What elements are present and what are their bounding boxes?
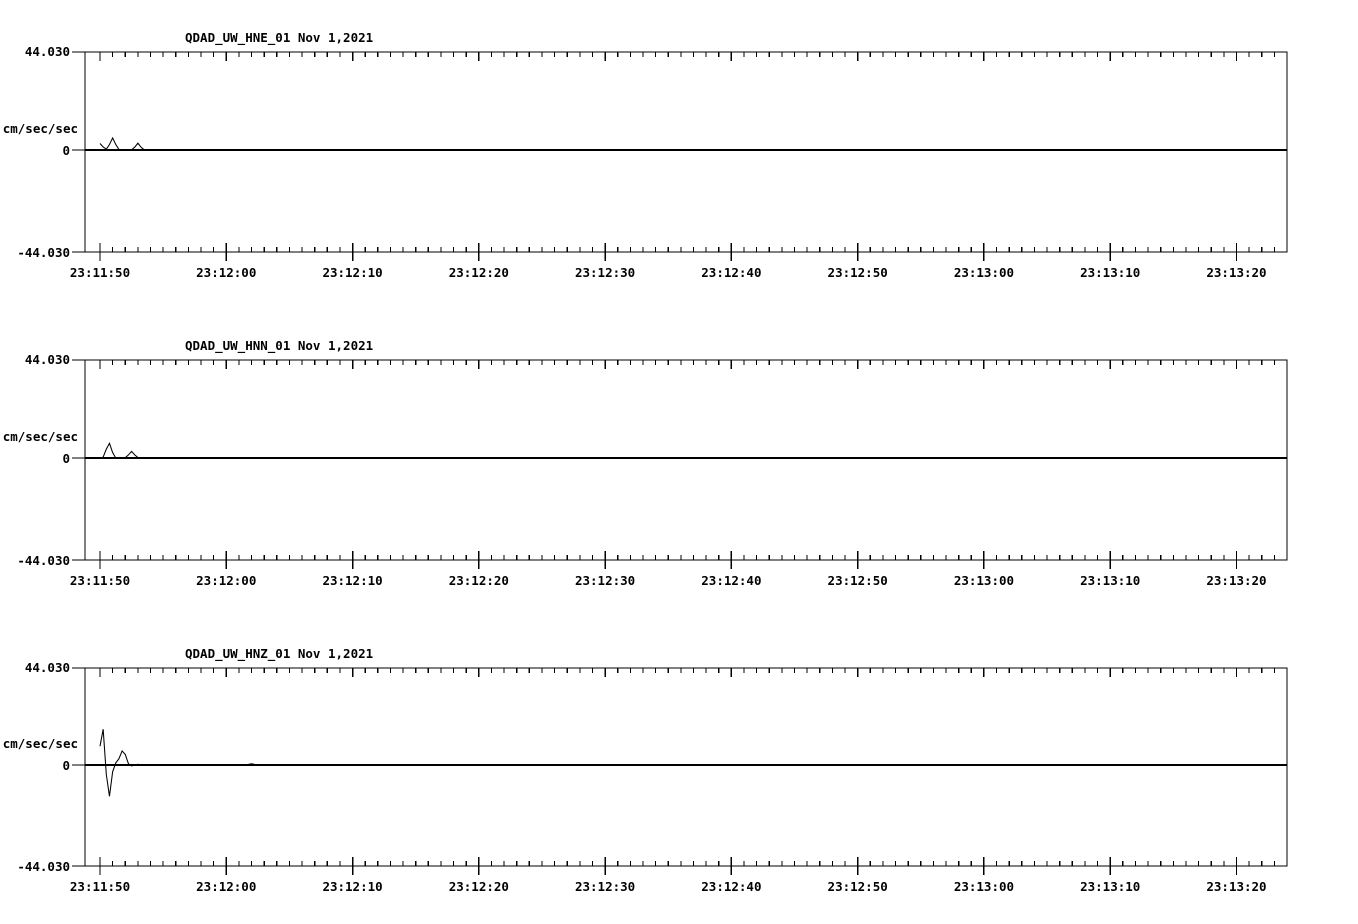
plot-frame (84, 667, 1288, 867)
plot-frame (84, 359, 1288, 561)
plot-frame (84, 51, 1288, 253)
x-axis-tick-label: 23:12:30 (575, 265, 635, 280)
y-axis-unit-label: cm/sec/sec (3, 429, 78, 444)
y-axis-ticks (72, 51, 85, 253)
y-axis-max-label: 44.030 (25, 352, 70, 367)
x-axis-tick-label: 23:12:10 (322, 573, 382, 588)
x-axis-tick-label: 23:12:40 (701, 879, 761, 894)
waveform-trace (99, 441, 1288, 459)
x-axis-tick-label: 23:12:30 (575, 573, 635, 588)
y-axis-ticks (72, 359, 85, 561)
axis-ticks (99, 360, 1288, 569)
y-axis-min-label: -44.030 (17, 553, 70, 568)
y-axis-min-label: -44.030 (17, 859, 70, 874)
x-axis-tick-label: 23:13:10 (1080, 573, 1140, 588)
x-axis-tick-label: 23:12:20 (449, 265, 509, 280)
x-axis-tick-label: 23:13:00 (954, 265, 1014, 280)
y-axis-unit-label: cm/sec/sec (3, 121, 78, 136)
x-axis-tick-label: 23:12:20 (449, 573, 509, 588)
x-axis-tick-label: 23:13:00 (954, 573, 1014, 588)
x-axis-tick-label: 23:12:00 (196, 573, 256, 588)
x-axis-tick-label: 23:12:00 (196, 265, 256, 280)
waveform-trace (99, 136, 1288, 152)
x-axis-tick-label: 23:12:20 (449, 879, 509, 894)
y-axis-ticks (72, 667, 85, 867)
x-axis-tick-label: 23:13:20 (1206, 879, 1266, 894)
x-axis-tick-label: 23:12:40 (701, 573, 761, 588)
x-axis-tick-label: 23:13:20 (1206, 573, 1266, 588)
x-axis-tick-label: 23:11:50 (70, 573, 130, 588)
x-axis-tick-label: 23:13:20 (1206, 265, 1266, 280)
panel-title: QDAD_UW_HNE_01 Nov 1,2021 (185, 30, 373, 46)
seismogram-panel: QDAD_UW_HNZ_01 Nov 1,2021 44.030 cm/sec/se… (0, 644, 1358, 900)
y-axis-zero-label: 0 (62, 758, 70, 773)
x-axis-tick-label: 23:12:40 (701, 265, 761, 280)
x-axis-tick-label: 23:13:00 (954, 879, 1014, 894)
y-axis-min-label: -44.030 (17, 245, 70, 260)
x-axis-tick-label: 23:12:50 (828, 265, 888, 280)
x-axis-tick-label: 23:11:50 (70, 265, 130, 280)
x-axis-tick-label: 23:12:10 (322, 265, 382, 280)
x-axis-tick-label: 23:13:10 (1080, 879, 1140, 894)
waveform-trace (99, 729, 1288, 797)
seismogram-panel: QDAD_UW_HNE_01 Nov 1,2021 44.030 cm/sec/se… (0, 28, 1358, 286)
y-axis-zero-label: 0 (62, 451, 70, 466)
y-axis-unit-label: cm/sec/sec (3, 736, 78, 751)
y-axis-max-label: 44.030 (25, 660, 70, 675)
x-axis-tick-label: 23:12:50 (828, 573, 888, 588)
x-axis-tick-label: 23:12:50 (828, 879, 888, 894)
x-axis-tick-label: 23:12:10 (322, 879, 382, 894)
y-axis-zero-label: 0 (62, 143, 70, 158)
x-axis-tick-label: 23:12:00 (196, 879, 256, 894)
axis-ticks (99, 668, 1288, 875)
y-axis-max-label: 44.030 (25, 44, 70, 59)
axis-ticks (99, 52, 1288, 261)
x-axis-tick-label: 23:11:50 (70, 879, 130, 894)
x-axis-tick-label: 23:12:30 (575, 879, 635, 894)
x-axis-tick-label: 23:13:10 (1080, 265, 1140, 280)
panel-title: QDAD_UW_HNZ_01 Nov 1,2021 (185, 646, 373, 662)
panel-title: QDAD_UW_HNN_01 Nov 1,2021 (185, 338, 373, 354)
seismogram-panel: QDAD_UW_HNN_01 Nov 1,2021 44.030 cm/sec/se… (0, 336, 1358, 594)
